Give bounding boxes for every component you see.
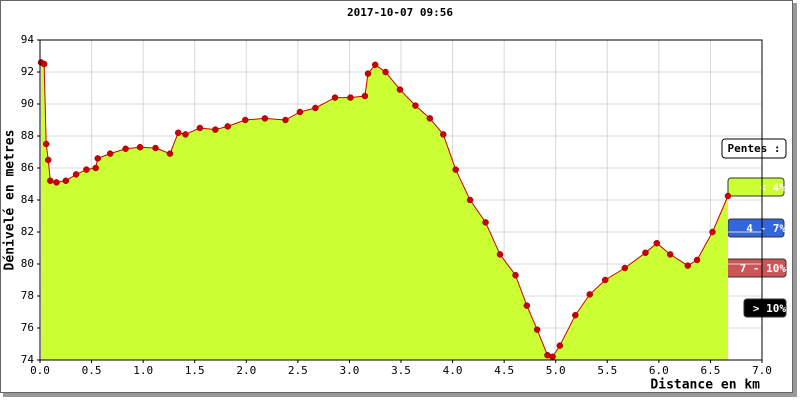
x-tick-label: 5.5 [597, 364, 617, 377]
legend-swatch [727, 177, 785, 197]
point [174, 129, 182, 137]
point [166, 150, 174, 157]
y-tick-label: 84 [21, 193, 35, 206]
point [196, 124, 204, 132]
point [47, 177, 54, 185]
y-tick-label: 82 [21, 225, 34, 238]
point [347, 94, 354, 101]
point [296, 108, 304, 116]
x-tick-label: 2.0 [236, 364, 256, 377]
y-tick-label: 80 [21, 257, 34, 270]
point [331, 94, 339, 101]
point [482, 219, 489, 226]
point [572, 311, 579, 319]
point [83, 166, 90, 173]
point [261, 115, 269, 122]
y-tick-label: 76 [21, 321, 34, 334]
legend-swatch [743, 298, 787, 318]
point [72, 171, 80, 178]
point [282, 116, 289, 124]
point [549, 353, 556, 361]
point [466, 196, 474, 204]
point [412, 102, 419, 109]
area [41, 62, 728, 361]
x-tick-label: 0.0 [30, 364, 50, 377]
point [556, 342, 564, 349]
point [440, 131, 447, 138]
chart-title: 2017-10-07 09:56 [347, 6, 453, 19]
x-tick-label: 6.5 [700, 364, 720, 377]
point [586, 291, 594, 298]
point [182, 131, 189, 138]
y-axis-label: Dénivelé en metres [3, 130, 18, 271]
point [42, 140, 50, 148]
point [709, 228, 716, 236]
x-tick-label: 3.5 [391, 364, 411, 377]
point [666, 251, 674, 258]
y-tick-label: 86 [21, 161, 34, 174]
point [371, 61, 379, 69]
y-tick-label: 94 [21, 33, 35, 46]
point [45, 156, 52, 164]
x-tick-label: 7.0 [752, 364, 772, 377]
legend-title: Pentes : [728, 142, 781, 155]
point [693, 256, 701, 264]
point [53, 179, 60, 186]
point [364, 70, 372, 77]
point [122, 145, 129, 153]
point [212, 126, 219, 133]
legend: Pentes : < 4% 4 - 7% 7 - 10% > 10% [721, 138, 787, 318]
legend-label: > 10% [753, 302, 786, 315]
point [361, 92, 369, 100]
point [533, 326, 541, 333]
x-tick-label: 2.5 [288, 364, 308, 377]
point [312, 104, 319, 112]
point [40, 60, 48, 68]
point [621, 264, 629, 272]
x-tick-label: 3.0 [339, 364, 359, 377]
legend-label: 4 - 7% [746, 222, 786, 235]
legend-label: 7 - 10% [740, 262, 787, 275]
point [382, 68, 389, 76]
point [642, 249, 649, 257]
legend-title-box [721, 138, 787, 159]
point [724, 192, 732, 200]
point [601, 276, 609, 284]
legend-label: < 4% [760, 181, 787, 194]
point [224, 123, 231, 130]
point [396, 86, 404, 93]
point [106, 150, 114, 157]
point [452, 166, 459, 173]
x-tick-label: 1.0 [133, 364, 153, 377]
point [496, 251, 504, 258]
point [653, 239, 661, 247]
point [512, 271, 519, 279]
point [242, 116, 249, 124]
point [62, 177, 70, 185]
x-tick-label: 5.0 [546, 364, 566, 377]
point [152, 144, 159, 152]
point [684, 262, 691, 269]
plot-border [39, 39, 763, 361]
x-tick-label: 0.5 [82, 364, 102, 377]
x-tick-label: 6.0 [649, 364, 669, 377]
point [94, 155, 102, 162]
x-tick-label: 4.0 [443, 364, 463, 377]
point [92, 164, 99, 172]
y-tick-label: 88 [21, 129, 34, 142]
x-tick-label: 4.5 [494, 364, 514, 377]
y-tick-label: 78 [21, 289, 34, 302]
point [136, 143, 144, 151]
point [523, 302, 531, 309]
x-axis-label: Distance en km [650, 378, 760, 393]
x-tick-label: 1.5 [185, 364, 205, 377]
y-tick-label: 90 [21, 97, 34, 110]
y-tick-label: 74 [21, 353, 35, 366]
y-tick-label: 92 [21, 65, 34, 78]
point [426, 115, 434, 122]
